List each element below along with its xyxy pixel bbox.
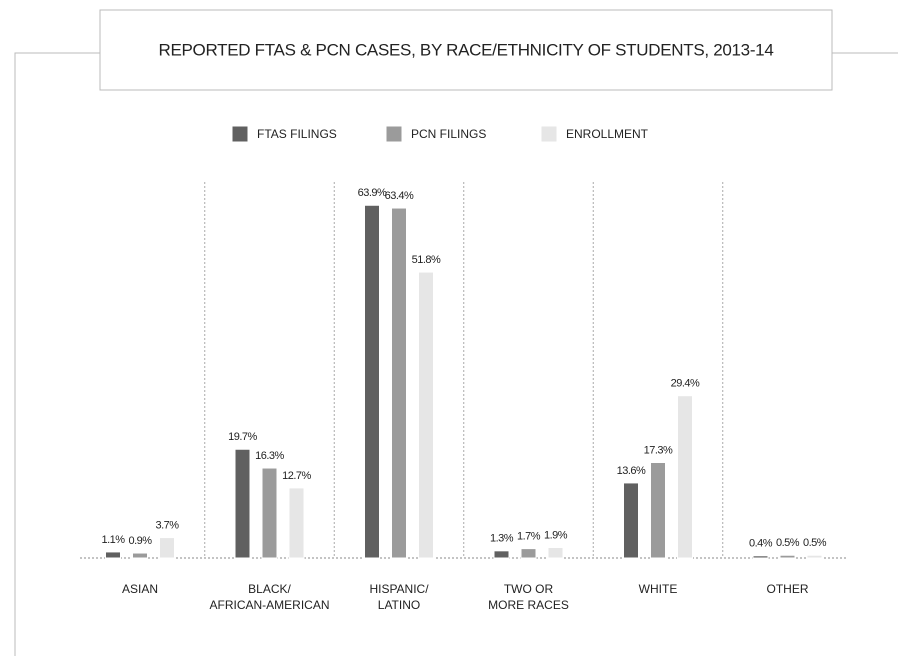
bar — [752, 555, 769, 559]
value-label: 0.9% — [128, 535, 152, 547]
value-label: 1.1% — [101, 534, 125, 546]
bar — [159, 537, 175, 559]
value-label: 0.5% — [803, 537, 827, 549]
value-label: 19.7% — [228, 431, 257, 443]
value-label: 3.7% — [155, 519, 179, 531]
value-label: 63.9% — [358, 187, 387, 199]
x-tick-label: TWO OR MORE RACES — [488, 582, 569, 612]
value-label: 1.7% — [517, 531, 541, 543]
bar — [391, 207, 407, 559]
value-label: 12.7% — [282, 470, 311, 482]
bar — [288, 487, 305, 559]
bar — [364, 204, 380, 559]
value-label: 0.4% — [749, 538, 773, 550]
legend-label: ENROLLMENT — [566, 127, 649, 141]
bar — [261, 467, 278, 559]
bar — [132, 552, 148, 559]
bar — [650, 462, 666, 559]
value-label: 51.8% — [412, 254, 441, 266]
value-label: 0.5% — [776, 537, 800, 549]
value-label: 16.3% — [255, 450, 284, 462]
legend-swatch — [540, 125, 558, 143]
value-label: 63.4% — [385, 190, 414, 202]
bar — [520, 548, 537, 559]
bar — [779, 554, 796, 559]
x-tick-label: BLACK/AFRICAN-AMERICAN — [209, 582, 329, 612]
legend-swatch — [231, 125, 249, 143]
bar — [623, 482, 639, 559]
bar — [493, 550, 510, 559]
legend-label: PCN FILINGS — [411, 127, 486, 141]
frame-line — [14, 52, 100, 656]
x-tick-label: WHITE — [639, 582, 678, 596]
title-box — [99, 9, 833, 91]
bar — [547, 547, 564, 559]
bar — [418, 271, 434, 559]
legend-label: FTAS FILINGS — [257, 127, 337, 141]
x-tick-label: OTHER — [767, 582, 809, 596]
x-tick-label: HISPANIC/LATINO — [369, 582, 429, 612]
bar — [105, 551, 121, 559]
bar — [234, 448, 251, 559]
value-label: 17.3% — [644, 444, 673, 456]
bar — [677, 395, 693, 559]
value-label: 13.6% — [617, 465, 646, 477]
value-label: 1.3% — [490, 533, 514, 545]
chart-title: REPORTED FTAS & PCN CASES, BY RACE/ETHNI… — [158, 40, 773, 59]
value-label: 29.4% — [671, 378, 700, 390]
x-tick-label: ASIAN — [122, 582, 158, 596]
bar — [806, 554, 823, 559]
legend-swatch — [385, 125, 403, 143]
value-label: 1.9% — [544, 529, 568, 541]
